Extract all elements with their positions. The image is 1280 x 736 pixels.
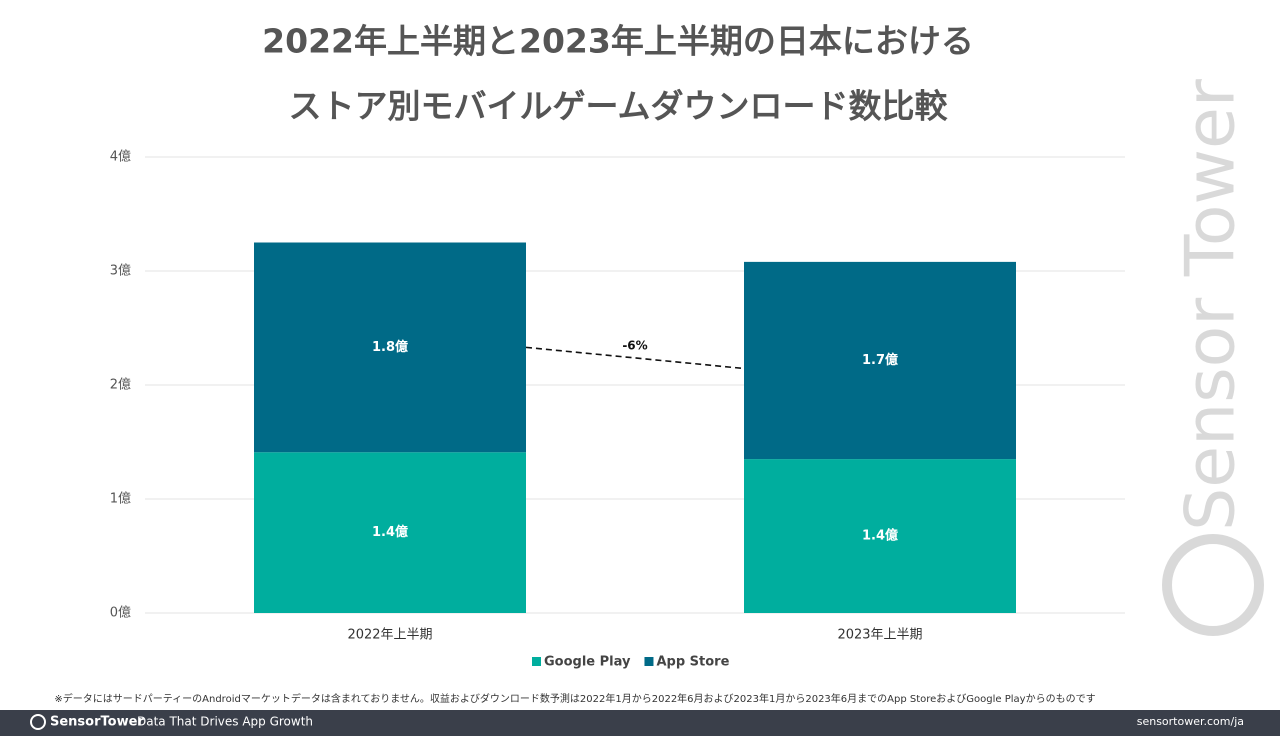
- y-tick-label: 3億: [110, 263, 131, 279]
- value-label: 1.7億: [862, 352, 898, 368]
- value-label: 1.4億: [862, 528, 898, 544]
- x-tick-label: 2022年上半期: [347, 628, 432, 643]
- watermark: Sensor Tower: [1172, 79, 1251, 531]
- legend-label: App Store: [656, 655, 729, 670]
- annotation: -6%: [622, 338, 647, 352]
- value-label: 1.8億: [372, 339, 408, 355]
- change-line: [525, 346, 745, 370]
- bar-segment: [744, 261, 1016, 460]
- bar-segment: [254, 242, 526, 453]
- y-tick-label: 2億: [110, 377, 131, 393]
- value-label: 1.4億: [372, 524, 408, 540]
- legend-swatch: [644, 657, 654, 666]
- footer-brand: SensorTower: [50, 715, 144, 730]
- footer-logo: [30, 714, 46, 730]
- legend-label: Google Play: [544, 655, 631, 670]
- chart-title: 2022年上半期と2023年上半期の日本における: [262, 22, 974, 61]
- footer-bar: [0, 710, 1280, 736]
- footer-tagline: Data That Drives App Growth: [137, 715, 313, 729]
- y-tick-label: 0億: [110, 605, 131, 621]
- x-tick-label: 2023年上半期: [837, 628, 922, 643]
- y-tick-label: 4億: [110, 149, 131, 165]
- footer-url: sensortower.com/ja: [1137, 715, 1244, 728]
- y-tick-label: 1億: [110, 491, 131, 507]
- note: ※データにはサードパーティーのAndroidマーケットデータは含まれておりません…: [54, 692, 1095, 705]
- watermark-logo: [1162, 534, 1264, 636]
- bar-segment: [254, 452, 526, 613]
- legend-swatch: [532, 657, 541, 666]
- chart-title: ストア別モバイルゲームダウンロード数比較: [288, 87, 948, 126]
- bar-segment: [744, 459, 1016, 613]
